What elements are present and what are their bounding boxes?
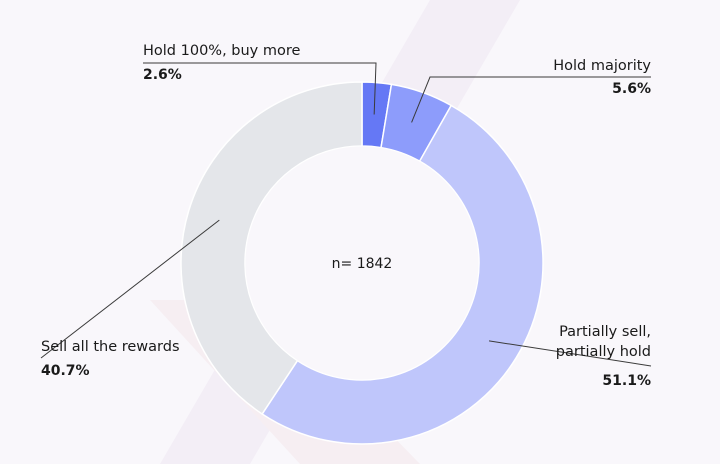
leader-line-partially: [488, 340, 652, 367]
slice-sell-all: [180, 81, 363, 416]
slice-label-hold-100: Hold 100%, buy more: [143, 43, 301, 59]
slice-label-hold-majority: Hold majority: [553, 58, 651, 74]
slice-label-partially-line2: partially hold: [555, 344, 651, 360]
slice-value-hold-100: 2.6%: [143, 67, 182, 83]
slice-value-partially: 51.1%: [602, 373, 651, 389]
slice-value-sell-all: 40.7%: [41, 363, 90, 379]
sample-size-label: n= 1842: [331, 256, 393, 272]
leader-line-hold-majority: [411, 76, 651, 123]
slice-value-hold-majority: 5.6%: [612, 81, 651, 97]
leader-lines: [40, 62, 652, 367]
slice-partially: [261, 104, 544, 445]
leader-line-hold-100: [143, 62, 377, 115]
donut-hole: [245, 146, 479, 380]
slice-label-partially-line1: Partially sell,: [559, 324, 651, 340]
slice-label-sell-all: Sell all the rewards: [41, 339, 180, 355]
leader-line-sell-all: [40, 219, 220, 359]
donut-slices: [180, 81, 544, 445]
